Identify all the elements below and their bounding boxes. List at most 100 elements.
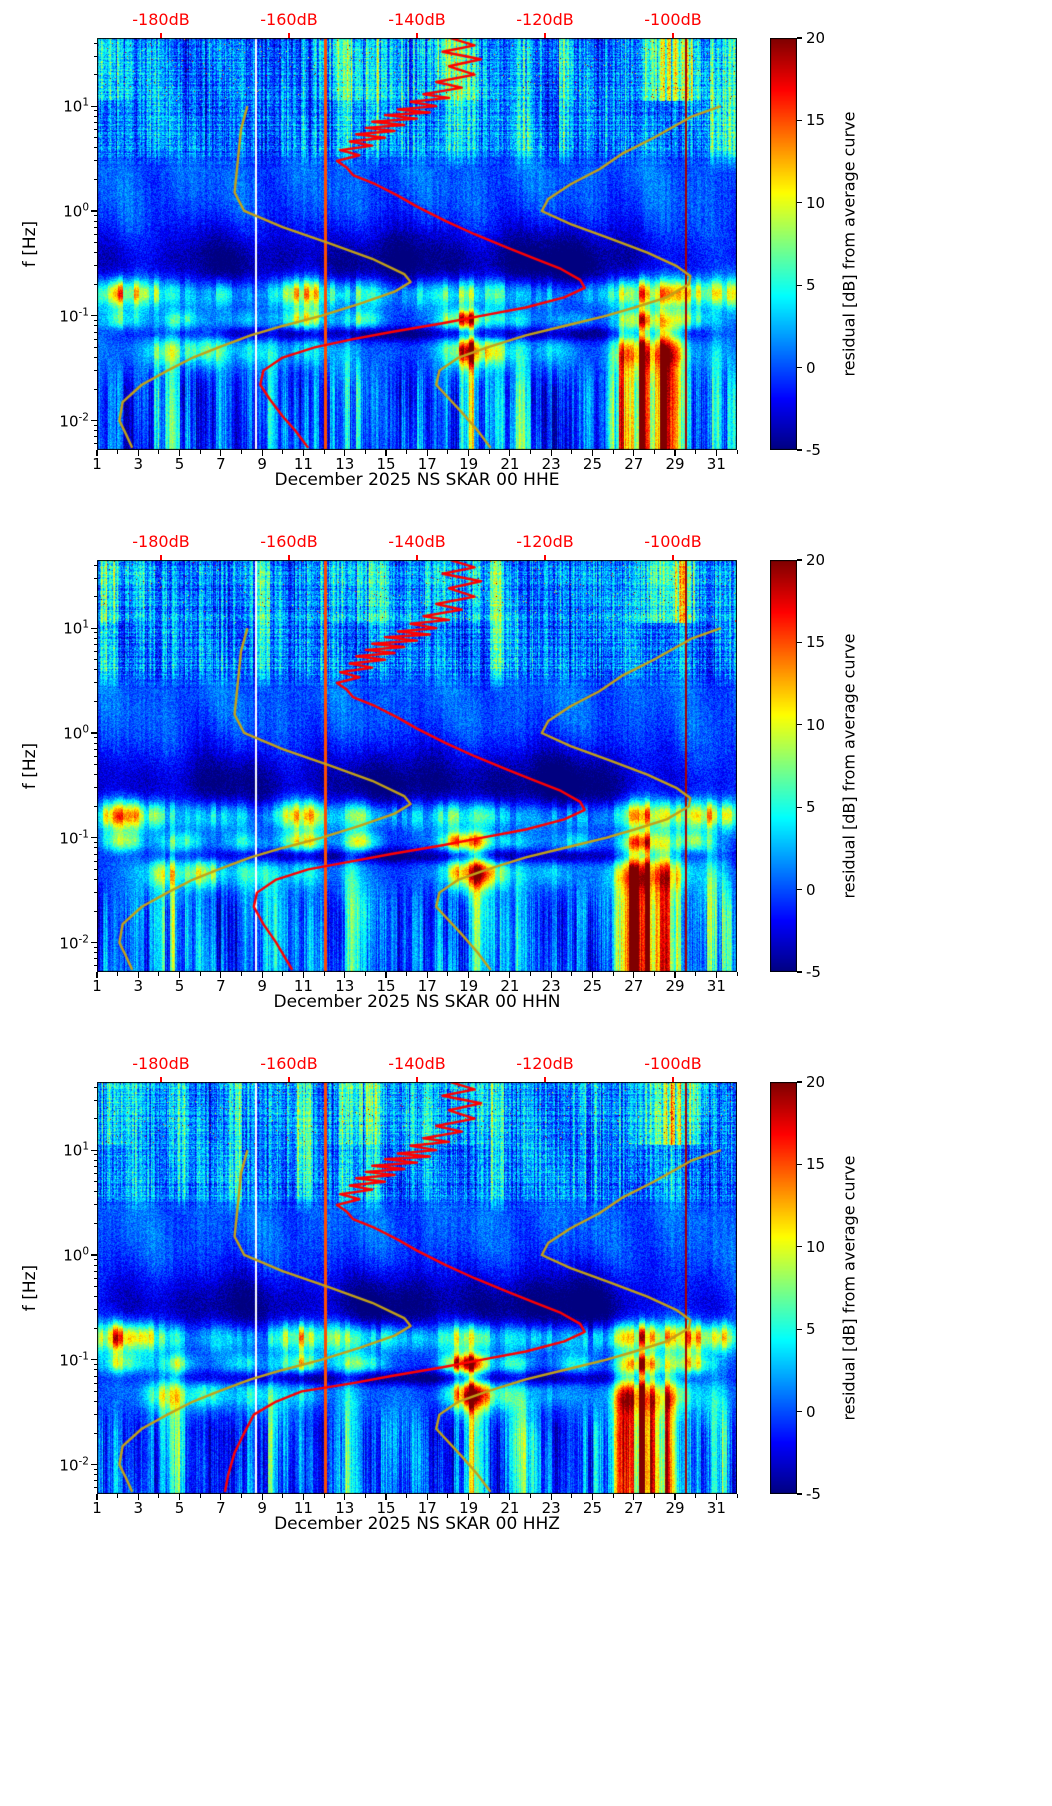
y-tick-label: 101 — [63, 1140, 89, 1160]
x-tick-label: 25 — [582, 1499, 603, 1517]
x-minor-tick-mark — [653, 1494, 655, 1498]
colorbar-label: residual [dB] from average curve — [839, 1155, 859, 1421]
top-axis-tick-label: -120dB — [516, 532, 574, 551]
x-minor-tick-mark — [571, 972, 573, 976]
x-tick-label: 1 — [92, 977, 102, 995]
colorbar-tick-label: 5 — [806, 1320, 816, 1339]
y-tick-label: 10-2 — [59, 933, 89, 953]
colorbar-tick-label: 15 — [806, 1155, 826, 1174]
colorbar-tick-label: 0 — [806, 880, 816, 899]
x-minor-tick-mark — [199, 972, 201, 976]
colorbar-tick-mark — [797, 1411, 802, 1413]
x-minor-tick-mark — [323, 972, 325, 976]
x-tick-mark — [261, 450, 263, 456]
colorbar-label: residual [dB] from average curve — [839, 111, 859, 377]
x-minor-tick-mark — [199, 450, 201, 454]
x-tick-label: 5 — [174, 1499, 185, 1517]
top-axis-tick-label: -100dB — [644, 10, 702, 29]
x-minor-tick-mark — [488, 972, 490, 976]
x-minor-tick-mark — [653, 450, 655, 454]
x-tick-label: 9 — [257, 977, 267, 995]
colorbar-tick-label: 15 — [806, 633, 826, 652]
colorbar-tick-mark — [797, 806, 802, 808]
x-tick-label: 9 — [257, 455, 267, 473]
x-tick-mark — [715, 972, 717, 978]
x-minor-tick-mark — [364, 972, 366, 976]
x-tick-mark — [674, 972, 676, 978]
x-tick-mark — [633, 972, 635, 978]
x-tick-mark — [385, 1494, 387, 1500]
x-minor-tick-mark — [447, 972, 449, 976]
x-tick-mark — [344, 972, 346, 978]
colorbar-tick-label: 10 — [806, 1237, 826, 1256]
x-minor-tick-mark — [158, 1494, 160, 1498]
x-minor-tick-mark — [158, 450, 160, 454]
x-tick-label: 3 — [133, 977, 144, 995]
colorbar-tick-mark — [797, 724, 802, 726]
x-tick-mark — [509, 972, 511, 978]
x-tick-label: 7 — [216, 977, 226, 995]
x-tick-label: 27 — [624, 455, 644, 473]
x-tick-mark — [302, 972, 305, 978]
x-tick-mark — [550, 972, 552, 978]
x-minor-tick-mark — [323, 1494, 325, 1498]
x-tick-mark — [137, 972, 139, 978]
x-minor-tick-mark — [695, 450, 697, 454]
colorbar-tick-mark — [797, 971, 802, 973]
top-axis-tick-label: -180dB — [132, 1054, 190, 1073]
colorbar-tick-label: 20 — [806, 1073, 826, 1091]
colorbar-tick-mark — [797, 1081, 802, 1083]
x-tick-label: 29 — [665, 455, 685, 473]
x-tick-label: 25 — [582, 455, 603, 473]
colorbar-tick-label: 0 — [806, 358, 816, 377]
x-minor-tick-mark — [406, 450, 408, 454]
x-minor-tick-mark — [199, 1494, 201, 1498]
x-minor-tick-mark — [530, 450, 532, 454]
colorbar-tick-label: 5 — [806, 798, 816, 817]
x-minor-tick-mark — [158, 972, 160, 976]
colorbar-tick-label: 10 — [806, 193, 826, 212]
x-minor-tick-mark — [612, 972, 614, 976]
spectrogram-panel: -180dB -160dB -140dB -120dB -100dB f [Hz] 1 3… — [0, 0, 1052, 522]
y-tick-label: 101 — [63, 618, 89, 638]
colorbar-tick-label: 10 — [806, 715, 826, 734]
spectrogram-panel: -180dB -160dB -140dB -120dB -100dB f [Hz] 1 3… — [0, 522, 1052, 1044]
top-axis-tick-label: -180dB — [132, 532, 190, 551]
colorbar-tick-label: 5 — [806, 276, 816, 295]
top-axis-tick-label: -120dB — [516, 1054, 574, 1073]
spectrogram-panel: -180dB -160dB -140dB -120dB -100dB f [Hz] 1 3… — [0, 1044, 1052, 1566]
colorbar-canvas — [770, 38, 797, 450]
colorbar-tick-label: -5 — [806, 963, 821, 981]
y-tick-label: 10-2 — [59, 411, 89, 431]
y-tick-label: 10-1 — [59, 306, 89, 326]
y-tick-label: 100 — [63, 723, 89, 743]
x-tick-label: 7 — [216, 1499, 226, 1517]
x-tick-mark — [96, 972, 98, 978]
x-tick-mark — [468, 450, 470, 456]
x-tick-label: 7 — [216, 455, 226, 473]
x-tick-mark — [220, 972, 222, 978]
colorbar-tick-mark — [797, 37, 802, 39]
x-tick-mark — [178, 972, 181, 978]
x-minor-tick-mark — [530, 972, 532, 976]
x-tick-mark — [674, 1494, 676, 1500]
x-tick-mark — [344, 450, 346, 456]
x-minor-tick-mark — [488, 450, 490, 454]
colorbar-tick-label: 20 — [806, 29, 826, 47]
colorbar-tick-mark — [797, 367, 802, 369]
colorbar-tick-label: -5 — [806, 1485, 821, 1503]
colorbar-tick-label: -5 — [806, 441, 821, 459]
y-axis-label: f [Hz] — [20, 742, 40, 790]
x-tick-label: 3 — [133, 1499, 144, 1517]
x-tick-mark — [344, 1494, 346, 1500]
x-axis-title: December 2025 NS SKAR 00 HHE — [274, 470, 560, 490]
x-tick-label: 5 — [174, 455, 185, 473]
x-tick-mark — [178, 450, 181, 456]
x-minor-tick-mark — [117, 450, 119, 454]
x-minor-tick-mark — [406, 972, 408, 976]
x-tick-mark — [674, 450, 676, 456]
x-minor-tick-mark — [612, 450, 614, 454]
x-tick-mark — [509, 1494, 511, 1500]
y-tick-label: 100 — [63, 1245, 89, 1265]
x-tick-label: 31 — [706, 455, 726, 473]
